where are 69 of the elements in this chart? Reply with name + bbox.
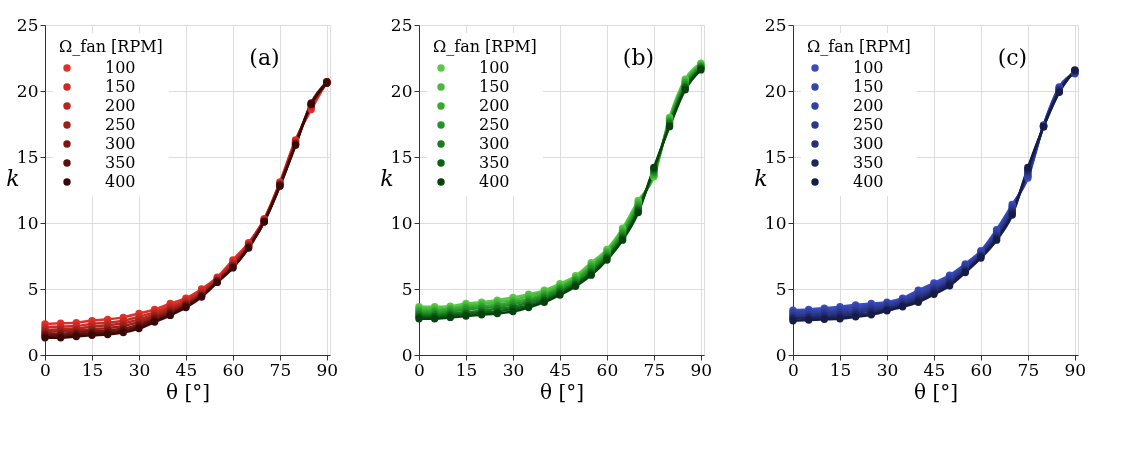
legend-label: 100 xyxy=(853,58,884,77)
x-tick-label: 30 xyxy=(128,359,151,380)
y-axis-title: k xyxy=(6,165,20,191)
x-tick-label: 60 xyxy=(596,359,619,380)
y-tick-label: 10 xyxy=(390,212,413,233)
x-axis-title: θ [°] xyxy=(539,379,585,404)
y-tick-label: 5 xyxy=(775,278,787,299)
legend-title: Ω_fan [RPM] xyxy=(433,37,537,56)
y-tick-label: 10 xyxy=(764,212,787,233)
x-tick-label: 90 xyxy=(316,359,339,380)
y-tick-label: 15 xyxy=(16,146,39,167)
y-tick-label: 25 xyxy=(16,14,39,35)
legend-label: 250 xyxy=(479,115,510,134)
legend-label: 200 xyxy=(479,96,510,115)
legend-label: 400 xyxy=(479,172,510,191)
x-tick-label: 30 xyxy=(502,359,525,380)
legend-label: 200 xyxy=(853,96,884,115)
x-tick-label: 30 xyxy=(876,359,899,380)
y-tick-label: 0 xyxy=(775,344,787,365)
y-tick-label: 0 xyxy=(401,344,413,365)
legend-title: Ω_fan [RPM] xyxy=(59,37,163,56)
annotation: (c) xyxy=(997,45,1028,70)
y-tick-label: 5 xyxy=(401,278,413,299)
legend-label: 300 xyxy=(105,134,136,153)
legend-label: 400 xyxy=(853,172,884,191)
legend-label: 100 xyxy=(479,58,510,77)
legend-title: Ω_fan [RPM] xyxy=(807,37,911,56)
x-tick-label: 15 xyxy=(829,359,852,380)
legend-label: 200 xyxy=(105,96,136,115)
y-tick-label: 20 xyxy=(390,80,413,101)
x-tick-label: 45 xyxy=(549,359,572,380)
legend-label: 400 xyxy=(105,172,136,191)
x-tick-label: 75 xyxy=(1017,359,1040,380)
annotation: (a) xyxy=(249,45,280,70)
legend-label: 150 xyxy=(479,77,510,96)
legend-label: 350 xyxy=(853,153,884,172)
annotation: (b) xyxy=(622,45,655,70)
x-tick-label: 90 xyxy=(690,359,713,380)
y-tick-label: 15 xyxy=(764,146,787,167)
legend-label: 150 xyxy=(853,77,884,96)
legend-label: 250 xyxy=(853,115,884,134)
y-tick-label: 25 xyxy=(390,14,413,35)
y-tick-label: 20 xyxy=(16,80,39,101)
legend-label: 300 xyxy=(853,134,884,153)
legend-label: 350 xyxy=(479,153,510,172)
x-tick-label: 75 xyxy=(643,359,666,380)
y-axis-title: k xyxy=(754,165,768,191)
y-axis-title: k xyxy=(380,165,394,191)
y-tick-label: 10 xyxy=(16,212,39,233)
x-tick-label: 45 xyxy=(175,359,198,380)
legend-label: 100 xyxy=(105,58,136,77)
legend-label: 150 xyxy=(105,77,136,96)
x-tick-label: 15 xyxy=(81,359,104,380)
x-axis-title: θ [°] xyxy=(913,379,959,404)
x-tick-label: 60 xyxy=(222,359,245,380)
y-tick-label: 5 xyxy=(27,278,39,299)
x-tick-label: 60 xyxy=(970,359,993,380)
y-tick-label: 25 xyxy=(764,14,787,35)
y-tick-label: 15 xyxy=(390,146,413,167)
x-axis-title: θ [°] xyxy=(165,379,211,404)
x-tick-label: 15 xyxy=(455,359,478,380)
legend-label: 300 xyxy=(479,134,510,153)
x-tick-label: 90 xyxy=(1064,359,1087,380)
legend-label: 250 xyxy=(105,115,136,134)
legend-label: 350 xyxy=(105,153,136,172)
x-tick-label: 45 xyxy=(923,359,946,380)
x-tick-label: 75 xyxy=(269,359,292,380)
y-tick-label: 20 xyxy=(764,80,787,101)
y-tick-label: 0 xyxy=(27,344,39,365)
